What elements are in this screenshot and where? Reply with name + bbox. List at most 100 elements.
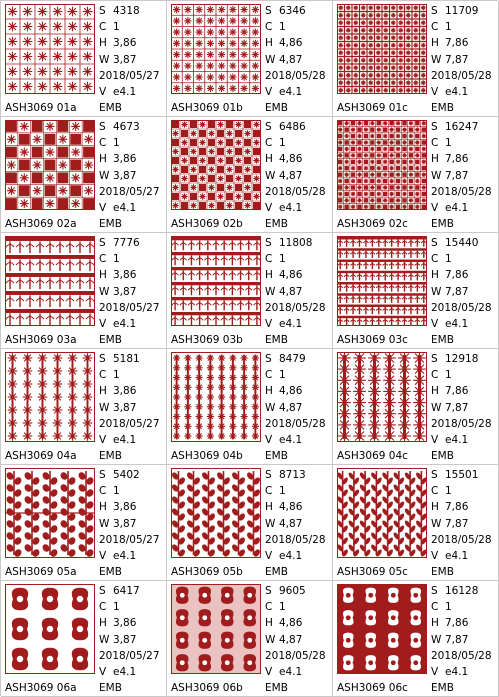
stitch-count: S 8479 [265, 353, 306, 365]
design-width: W 7,87 [431, 169, 469, 182]
design-date: 2018/05/27 [99, 417, 160, 430]
embroidery-thumbnail[interactable] [337, 236, 427, 326]
file-format: EMB [265, 218, 288, 230]
pattern-graphic [171, 236, 261, 326]
design-name: ASH3069 01b [171, 102, 243, 114]
design-height: H 7,86 [431, 501, 469, 514]
pattern-graphic [337, 4, 427, 94]
file-format: EMB [99, 334, 122, 346]
design-height: H 7,86 [431, 269, 469, 282]
design-name: ASH3069 05a [5, 566, 77, 578]
design-height: H 3,86 [99, 153, 137, 166]
design-width: W 7,87 [431, 633, 469, 646]
embroidery-thumbnail[interactable] [5, 352, 95, 442]
embroidery-thumbnail[interactable] [171, 352, 261, 442]
design-width: W 3,87 [99, 53, 137, 66]
embroidery-thumbnail[interactable] [337, 352, 427, 442]
embroidery-thumbnail[interactable] [171, 4, 261, 94]
design-width: W 4,87 [265, 53, 303, 66]
pattern-graphic [5, 584, 95, 674]
embroidery-thumbnail[interactable] [337, 4, 427, 94]
embroidery-thumbnail[interactable] [5, 584, 95, 674]
file-format: EMB [99, 682, 122, 694]
stitch-count: S 4318 [99, 5, 140, 17]
embroidery-thumbnail[interactable] [5, 468, 95, 558]
design-width: W 4,87 [265, 517, 303, 530]
design-name: ASH3069 01a [5, 102, 77, 114]
pattern-graphic [5, 120, 95, 210]
design-date: 2018/05/28 [431, 185, 492, 198]
embroidery-thumbnail[interactable] [337, 468, 427, 558]
stitch-count: S 5181 [99, 353, 140, 365]
design-height: H 3,86 [99, 617, 137, 630]
design-height: H 4,86 [265, 385, 303, 398]
design-name: ASH3069 05b [171, 566, 243, 578]
embroidery-thumbnail[interactable] [171, 120, 261, 210]
design-name: ASH3069 04a [5, 450, 77, 462]
design-date: 2018/05/27 [99, 301, 160, 314]
design-width: W 3,87 [99, 285, 137, 298]
design-name: ASH3069 04b [171, 450, 243, 462]
design-height: H 7,86 [431, 37, 469, 50]
design-date: 2018/05/28 [265, 417, 326, 430]
embroidery-thumbnail[interactable] [171, 236, 261, 326]
file-format: EMB [99, 218, 122, 230]
stitch-count: S 5402 [99, 469, 140, 481]
design-date: 2018/05/28 [265, 533, 326, 546]
design-name: ASH3069 06a [5, 682, 77, 694]
embroidery-thumbnail[interactable] [337, 120, 427, 210]
embroidery-thumbnail[interactable] [5, 4, 95, 94]
file-format: EMB [265, 334, 288, 346]
file-format: EMB [265, 102, 288, 114]
design-width: W 7,87 [431, 401, 469, 414]
design-date: 2018/05/27 [99, 649, 160, 662]
file-format: EMB [265, 450, 288, 462]
stitch-count: S 15440 [431, 237, 479, 249]
design-height: H 3,86 [99, 269, 137, 282]
embroidery-thumbnail[interactable] [337, 584, 427, 674]
design-date: 2018/05/28 [431, 69, 492, 82]
design-width: W 7,87 [431, 53, 469, 66]
pattern-graphic [171, 4, 261, 94]
embroidery-thumbnail[interactable] [171, 584, 261, 674]
file-format: EMB [99, 566, 122, 578]
embroidery-thumbnail[interactable] [171, 468, 261, 558]
embroidery-thumbnail[interactable] [5, 236, 95, 326]
design-width: W 3,87 [99, 169, 137, 182]
embroidery-thumbnail[interactable] [5, 120, 95, 210]
